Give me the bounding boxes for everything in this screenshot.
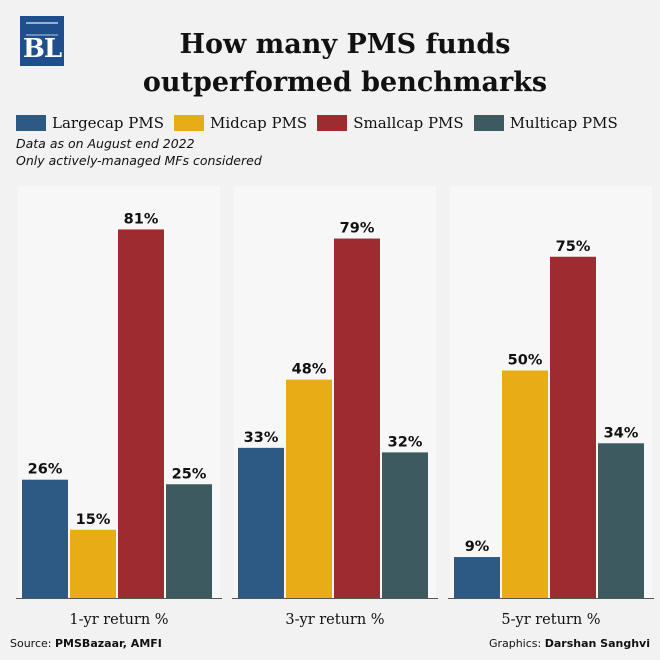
legend-swatch-midcap <box>174 115 204 131</box>
bar <box>166 484 212 598</box>
bar <box>454 557 500 598</box>
graphics-credit: Graphics: Darshan Sanghvi <box>489 637 650 650</box>
data-label: 32% <box>388 434 423 450</box>
legend-swatch-largecap <box>16 115 46 131</box>
source-credit: Source: PMSBazaar, AMFI <box>10 637 162 650</box>
bar <box>334 238 380 599</box>
credit-prefix: Graphics: <box>488 637 542 650</box>
source-prefix: Source: <box>10 637 52 650</box>
bar <box>238 447 284 598</box>
data-label: 75% <box>556 239 591 255</box>
legend-label-multicap: Multicap PMS <box>509 114 618 132</box>
credit-value: Darshan Sanghvi <box>544 637 650 650</box>
data-label: 9% <box>465 539 490 555</box>
legend-swatch-multicap <box>473 115 504 131</box>
bar <box>70 529 116 598</box>
legend-label-smallcap: Smallcap PMS <box>353 114 464 132</box>
bar <box>598 443 644 598</box>
legend-item-smallcap: Smallcap PMS <box>317 114 464 132</box>
chart-title: How many PMS funds outperformed benchmar… <box>90 26 600 102</box>
data-label: 48% <box>292 362 327 378</box>
bar <box>502 370 548 598</box>
bar <box>550 256 596 598</box>
data-label: 15% <box>76 512 111 528</box>
bar <box>382 452 428 598</box>
data-label: 79% <box>340 221 375 237</box>
brand-logo: BL <box>20 16 64 66</box>
data-label: 33% <box>244 430 279 446</box>
bar <box>118 229 164 598</box>
x-tick-label: 5-yr return % <box>501 612 600 628</box>
x-tick-label: 3-yr return % <box>285 612 384 628</box>
source-value: PMSBazaar, AMFI <box>55 637 162 650</box>
legend-swatch-smallcap <box>317 115 348 131</box>
bar <box>22 479 68 598</box>
legend-item-midcap: Midcap PMS <box>174 114 307 132</box>
methodology-note: Only actively-managed MFs considered <box>16 153 262 168</box>
data-label: 26% <box>28 462 63 478</box>
data-label: 81% <box>124 211 159 227</box>
data-label: 34% <box>604 425 639 441</box>
data-label: 25% <box>172 466 207 482</box>
legend: Largecap PMS Midcap PMS Smallcap PMS Mul… <box>16 114 646 132</box>
legend-item-largecap: Largecap PMS <box>16 114 164 132</box>
title-line-2: outperformed benchmarks <box>142 67 548 98</box>
x-tick-label: 1-yr return % <box>69 612 168 628</box>
legend-label-largecap: Largecap PMS <box>52 114 164 132</box>
data-label: 50% <box>508 353 543 369</box>
legend-label-midcap: Midcap PMS <box>210 114 308 132</box>
legend-item-multicap: Multicap PMS <box>473 114 618 132</box>
bar <box>286 379 332 598</box>
data-note: Data as on August end 2022 <box>16 136 195 151</box>
title-line-1: How many PMS funds <box>179 29 511 60</box>
